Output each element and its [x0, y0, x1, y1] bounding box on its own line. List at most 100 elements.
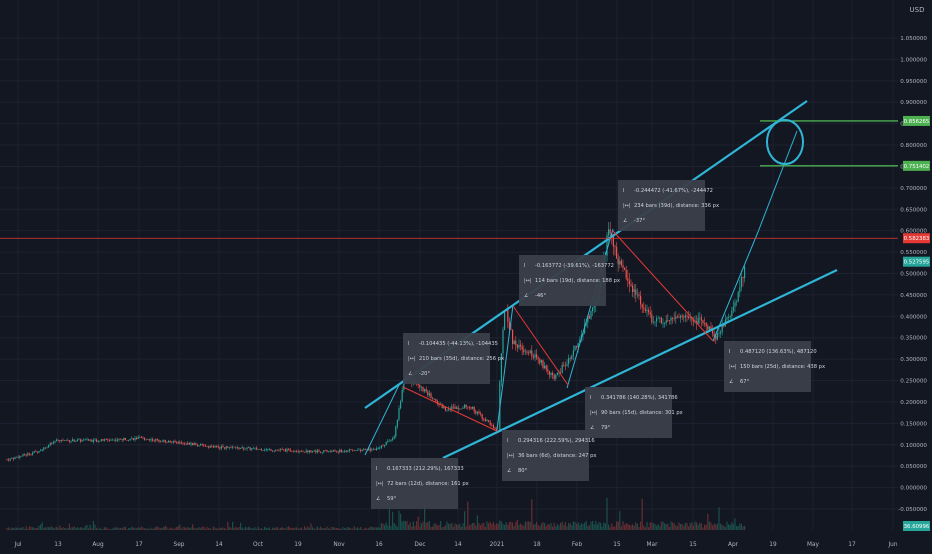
volume-bar — [675, 525, 677, 530]
volume-bar — [153, 527, 155, 530]
volume-bar — [51, 526, 53, 530]
candle-body — [643, 307, 645, 309]
candle-body — [152, 439, 154, 441]
candle-body — [123, 438, 125, 440]
measure-icon: |↔| — [408, 356, 416, 362]
measure-boxes[interactable]: I 0.167333 (212.29%), 167333|↔| 72 bars (1… — [371, 180, 825, 509]
candle-body — [443, 406, 445, 409]
candle-body — [457, 407, 459, 410]
candle-body — [89, 440, 91, 441]
candle-body — [307, 450, 309, 452]
volume-bar — [409, 522, 411, 530]
candle-body — [537, 357, 539, 360]
volume-bar — [64, 527, 66, 530]
time-tick-label: Aug — [92, 542, 104, 548]
candle-body — [652, 322, 654, 323]
time-tick-label: 15 — [689, 542, 697, 548]
candle-body — [550, 372, 552, 375]
candle-body — [428, 393, 430, 396]
candle-body — [734, 302, 736, 307]
volume-bar — [328, 528, 330, 530]
volume-bar — [108, 528, 110, 530]
measure-box-text: 0.341786 (140.28%), 341786 — [601, 395, 678, 401]
candle-body — [548, 371, 550, 375]
candle-body — [8, 459, 10, 461]
candle-body — [568, 358, 570, 364]
volume-bar — [142, 527, 144, 530]
volume-bar — [660, 521, 662, 530]
price-axis[interactable]: 1.0500001.0000000.9500000.9000000.850000… — [898, 0, 932, 550]
candle-body — [142, 437, 144, 439]
candle-body — [521, 346, 523, 350]
candle-body — [718, 333, 720, 334]
volume-bar — [736, 525, 738, 530]
volume-bar — [366, 528, 368, 530]
candle-body — [625, 269, 627, 279]
measure-box-text: 90 bars (15d), distance: 301 px — [601, 410, 683, 416]
volume-bar — [248, 526, 250, 530]
volume-bar — [537, 524, 539, 530]
price-tick-label: 0.550000 — [900, 250, 927, 256]
time-tick-label: Dec — [414, 542, 425, 548]
candle-body — [193, 443, 195, 446]
candle-body — [494, 427, 496, 429]
price-tick-label: 1.000000 — [900, 57, 927, 63]
volume-bar — [374, 527, 376, 530]
candle-body — [169, 440, 171, 442]
candle-body — [662, 323, 664, 324]
volume-bar — [121, 528, 123, 530]
candle-body — [369, 448, 371, 451]
volume-bar — [264, 526, 266, 530]
candle-body — [180, 442, 182, 444]
volume-bar — [737, 526, 739, 530]
candle-body — [132, 438, 134, 440]
candle-body — [70, 440, 72, 442]
volume-bar — [595, 520, 597, 530]
volume-bar — [192, 524, 194, 530]
candle-body — [129, 438, 131, 441]
volume-bar — [400, 513, 402, 530]
volume-bar — [224, 527, 226, 530]
volume-bar — [649, 522, 651, 530]
volume-bar — [414, 525, 416, 530]
volume-bar — [456, 524, 458, 530]
volume-bar — [480, 525, 482, 530]
candle-body — [136, 437, 138, 440]
candle-body — [500, 353, 502, 382]
volume-bar — [652, 523, 654, 530]
volume-bar — [612, 526, 614, 530]
volume-bar — [107, 528, 109, 530]
volume-bar — [25, 526, 27, 530]
volume-bar — [110, 528, 112, 530]
volume-bar — [206, 526, 208, 530]
candle-body — [188, 443, 190, 445]
candle-body — [96, 439, 98, 442]
volume-bar — [179, 524, 181, 530]
volume-bar — [96, 527, 98, 530]
candle-body — [241, 447, 243, 449]
candle-body — [52, 442, 54, 444]
volume-bar — [131, 526, 133, 530]
measure-box-text: -46° — [535, 293, 546, 299]
candle-body — [540, 360, 542, 363]
measure-box-bg — [724, 341, 811, 392]
candle-body — [276, 449, 278, 451]
time-axis[interactable]: Jul 13 Aug 17 Sep 14 Oct 19 Nov 16 Dec 14 2021 18 Feb 1… — [0, 534, 932, 550]
volume-bar — [723, 525, 725, 530]
candle-body — [264, 450, 266, 451]
measure-box-text: 150 bars (25d), distance: 438 px — [740, 364, 825, 370]
candle-body — [665, 320, 667, 323]
time-tick-label: 2021 — [490, 542, 505, 548]
candle-body — [563, 364, 565, 366]
candle-body — [254, 447, 256, 449]
candle-body — [566, 363, 568, 366]
candle-body — [641, 304, 643, 308]
time-axis-bg — [0, 534, 932, 550]
candle-body — [54, 441, 56, 443]
volume-bar — [360, 527, 362, 530]
candle-body — [467, 406, 469, 408]
candle-body — [508, 321, 510, 330]
volume-bar — [681, 524, 683, 530]
candle-body — [302, 451, 304, 453]
